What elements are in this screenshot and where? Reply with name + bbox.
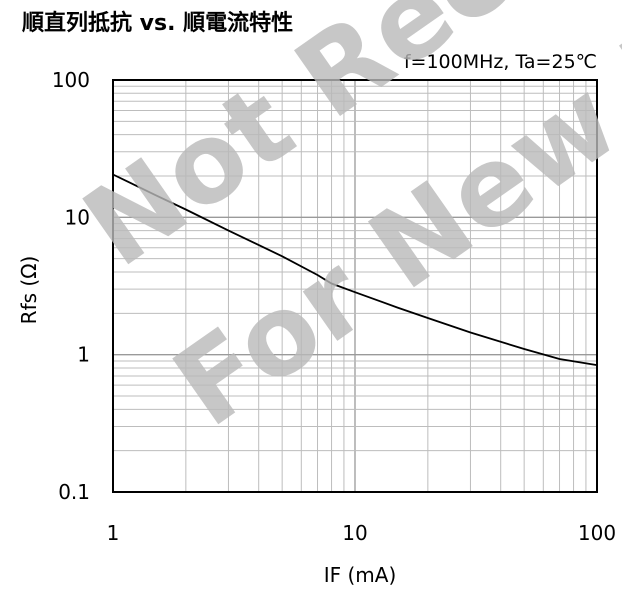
y-tick-label: 1 bbox=[77, 343, 90, 367]
test-conditions: f=100MHz, Ta=25℃ bbox=[404, 51, 597, 73]
y-tick-labels: 100 10 1 0.1 bbox=[52, 68, 90, 504]
plot-frame bbox=[112, 79, 598, 493]
y-tick-label: 0.1 bbox=[58, 480, 90, 504]
grid bbox=[112, 80, 597, 493]
y-tick-label: 100 bbox=[52, 68, 90, 92]
y-tick-label: 10 bbox=[65, 205, 90, 229]
x-tick-label: 100 bbox=[578, 521, 616, 545]
x-tick-label: 1 bbox=[107, 521, 120, 545]
chart-title: 順直列抵抗 vs. 順電流特性 bbox=[22, 10, 293, 36]
series-line bbox=[112, 173, 598, 366]
y-axis-label: Rfs (Ω) bbox=[17, 256, 41, 325]
x-tick-labels: 1 10 100 bbox=[107, 521, 616, 545]
x-tick-label: 10 bbox=[342, 521, 367, 545]
x-axis-label: IF (mA) bbox=[324, 563, 397, 587]
